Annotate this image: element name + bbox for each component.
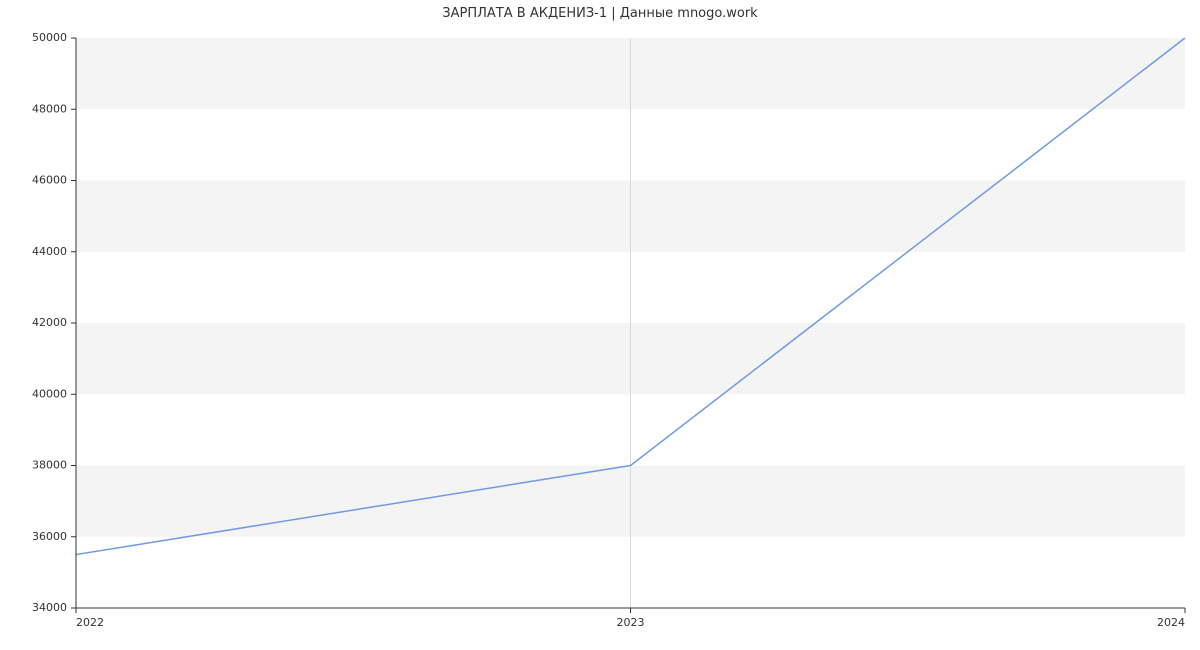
y-tick-label: 50000 [32, 31, 67, 44]
line-chart: 34000 36000 38000 40000 42000 44000 46000 48000… [0, 0, 1200, 650]
x-tick-label: 2022 [76, 616, 104, 629]
y-tick-label: 40000 [32, 387, 67, 400]
y-tick-label: 46000 [32, 174, 67, 187]
y-tick-label: 42000 [32, 316, 67, 329]
chart-title: ЗАРПЛАТА В АКДЕНИЗ-1 | Данные mnogo.work [0, 6, 1200, 21]
y-tick-label: 34000 [32, 601, 67, 614]
y-tick-label: 44000 [32, 245, 67, 258]
y-tick-label: 38000 [32, 459, 67, 472]
y-tick-label: 36000 [32, 530, 67, 543]
y-tick-label: 48000 [32, 102, 67, 115]
chart-container: ЗАРПЛАТА В АКДЕНИЗ-1 | Данные mnogo.work… [0, 0, 1200, 650]
x-tick-label: 2024 [1157, 616, 1185, 629]
x-tick-label: 2023 [617, 616, 645, 629]
